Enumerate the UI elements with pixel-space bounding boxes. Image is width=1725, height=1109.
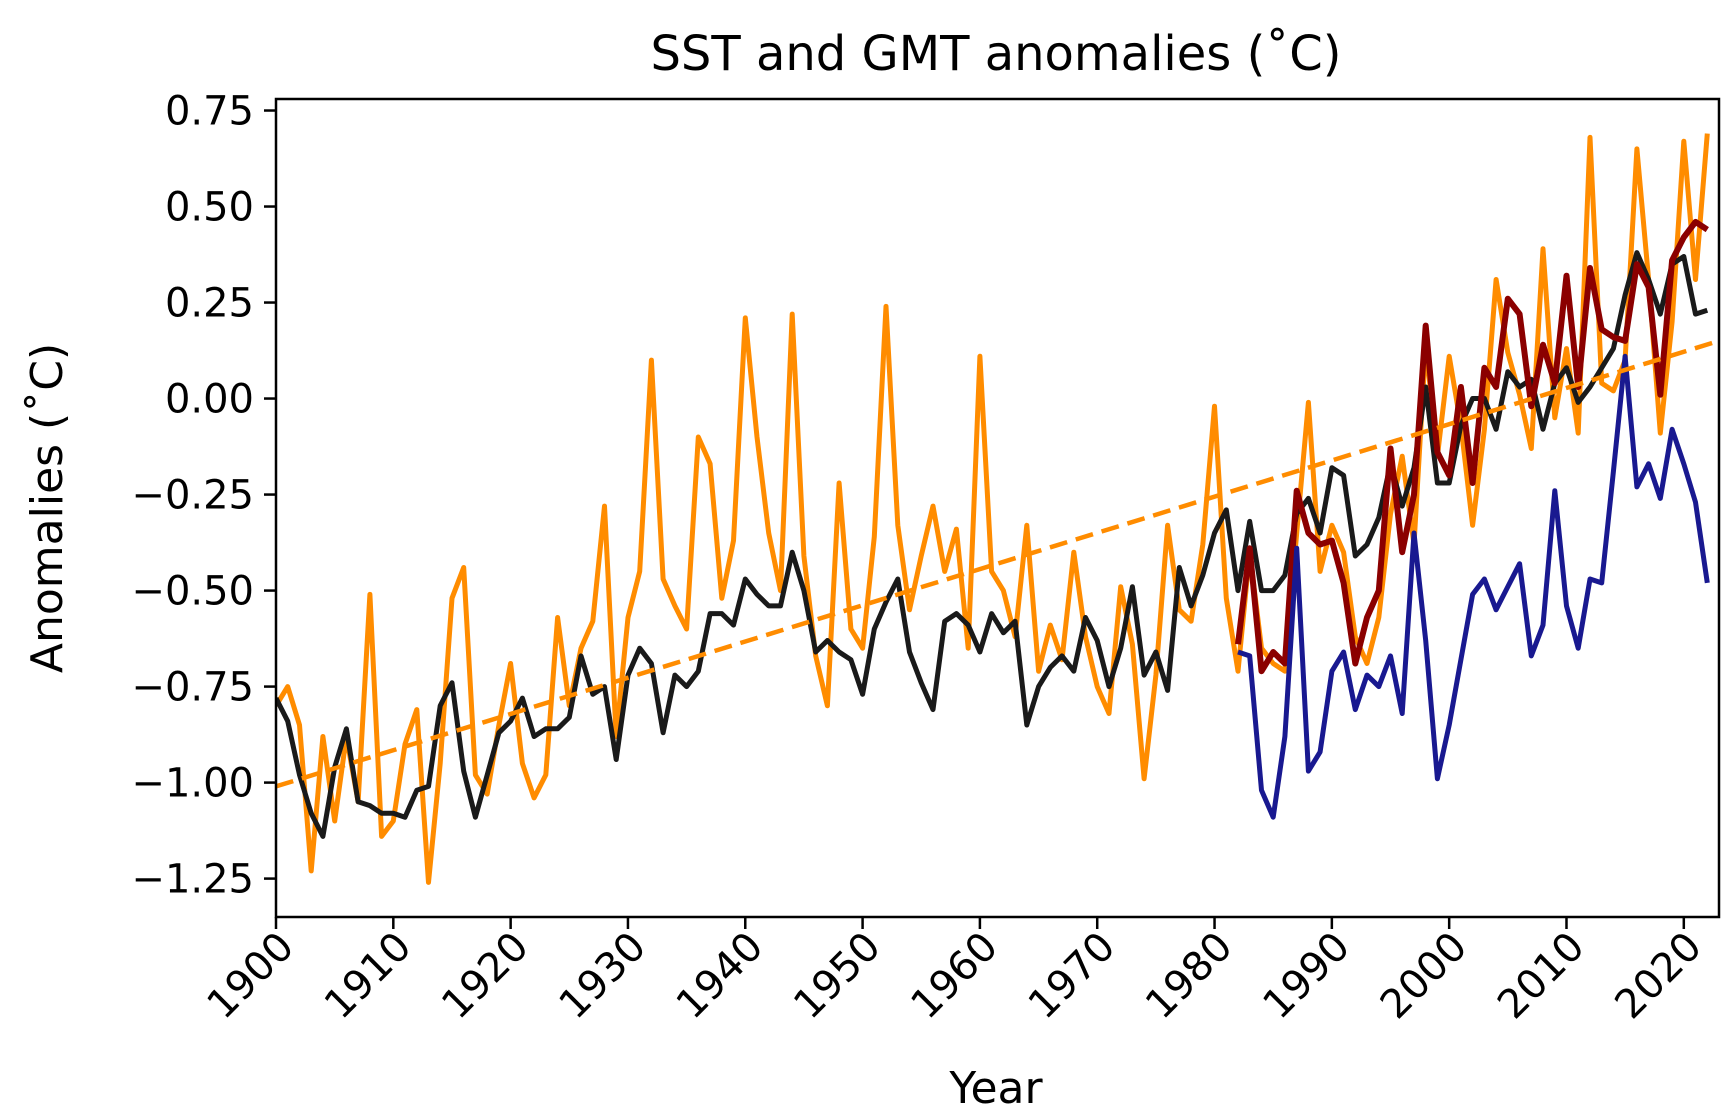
series-line-1 (276, 133, 1710, 885)
plot-frame (274, 97, 1721, 919)
series-line-3 (1235, 218, 1709, 675)
x-tick-label: 1950 (785, 924, 890, 1029)
x-tick-label: 1930 (551, 924, 656, 1029)
x-tick-label: 1980 (1137, 924, 1242, 1029)
plot-area (276, 133, 1719, 885)
x-tick-label: 1910 (316, 924, 421, 1029)
x-tick-label: 2000 (1372, 924, 1477, 1029)
y-tick-label: 0.25 (165, 281, 254, 327)
y-tick-label: 0.00 (165, 377, 254, 423)
y-tick-label: −0.75 (131, 665, 254, 711)
y-tick-label: 0.50 (165, 185, 254, 231)
series-line-5 (276, 338, 1719, 789)
y-tick-label: 0.75 (165, 89, 254, 135)
y-axis: 0.75 0.50 0.25 0.00 −0.25 −0.50 −0.75 −1.00 −1.2… (131, 89, 276, 903)
y-tick-label: −1.25 (131, 857, 254, 903)
x-axis: 1900 1910 1920 1930 1940 1950 1960 1970 1980 1990… (199, 917, 1711, 1028)
series-line-4 (1237, 353, 1710, 820)
x-tick-label: 1970 (1020, 924, 1125, 1029)
x-tick-label: 1900 (199, 924, 304, 1029)
x-tick-label: 1960 (902, 924, 1007, 1029)
y-tick-label: −1.00 (131, 761, 254, 807)
y-tick-label: −0.50 (131, 569, 254, 615)
x-tick-label: 2020 (1606, 924, 1711, 1029)
chart-title: SST and GMT anomalies (˚C) (650, 26, 1341, 82)
x-tick-label: 1990 (1254, 924, 1359, 1029)
x-axis-label: Year (948, 1063, 1043, 1109)
x-tick-label: 2010 (1489, 924, 1594, 1029)
y-axis-label: Anomalies (˚C) (22, 343, 73, 673)
y-tick-label: −0.25 (131, 473, 254, 519)
x-tick-label: 1920 (433, 924, 538, 1029)
x-tick-label: 1940 (668, 924, 773, 1029)
